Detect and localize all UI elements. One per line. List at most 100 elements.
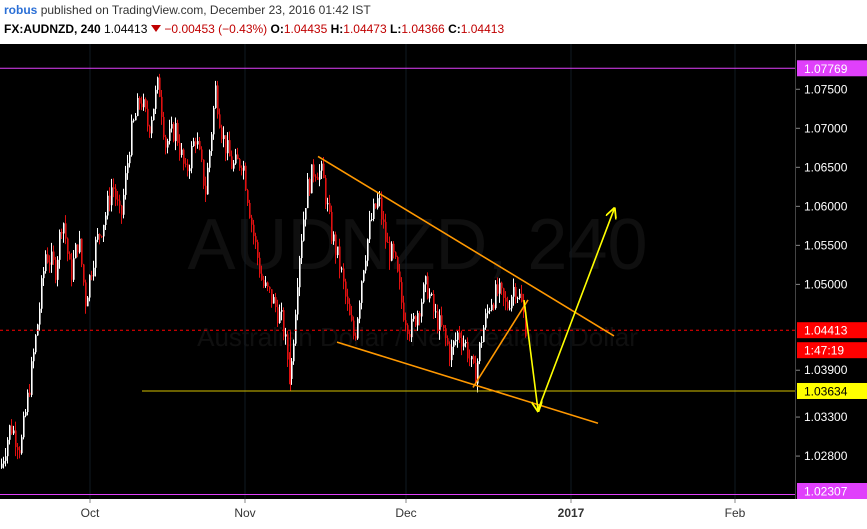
candle-body (325, 178, 327, 205)
candle-body (89, 275, 91, 298)
candle-body (395, 252, 397, 258)
candle-body (355, 335, 357, 339)
candle-body (17, 447, 19, 451)
candle-body (471, 356, 473, 360)
candle-body (461, 338, 463, 347)
candle-body (13, 430, 15, 434)
candle-body (165, 137, 167, 148)
candle-body (73, 258, 75, 280)
candle-body (319, 170, 321, 180)
candle-body (77, 244, 79, 253)
candle-body (467, 341, 469, 359)
candle-body (499, 282, 501, 294)
candle-body (453, 341, 455, 347)
candle-body (505, 297, 507, 302)
candle-body (189, 168, 191, 172)
author-name[interactable]: robus (4, 3, 38, 17)
candle-body (459, 332, 461, 339)
candle-body (201, 149, 203, 160)
candle-body (161, 96, 163, 117)
candle-body (101, 236, 103, 238)
candle-body (111, 187, 113, 206)
time-axis[interactable]: Oct Nov Dec 2017 Feb (0, 499, 867, 529)
candle-body (129, 155, 131, 164)
candle-body (261, 273, 263, 280)
candle-body (409, 334, 411, 338)
open-label: O: (270, 22, 284, 36)
candle-body (135, 115, 137, 121)
candle-body (53, 251, 55, 260)
candle-body (137, 98, 139, 116)
candle-body (403, 302, 405, 321)
candle-body (171, 124, 173, 129)
price-label-bg-2 (797, 342, 867, 359)
candle-body (205, 185, 207, 195)
candle-body (419, 313, 421, 317)
candle-body (295, 314, 297, 344)
trendline-1 (336, 341, 599, 425)
candle-body (215, 85, 217, 108)
price-label-0: 1.07769 (804, 62, 848, 76)
candle-body (141, 103, 143, 108)
candle-body (415, 316, 417, 326)
y-tick-label-6: 1.03900 (804, 363, 848, 377)
down-triangle-icon (151, 25, 162, 32)
candle-body (179, 142, 181, 155)
candle-body (311, 164, 313, 194)
candle-body (361, 281, 363, 303)
candle-body (31, 361, 33, 395)
candle-body (197, 141, 199, 145)
candle-body (121, 205, 123, 215)
candle-body (271, 289, 273, 304)
candle-body (247, 190, 249, 203)
candle-body (279, 311, 281, 324)
candle-body (383, 219, 385, 222)
close-value: 1.04413 (460, 22, 505, 36)
candle-body (19, 450, 21, 454)
candle-body (485, 313, 487, 328)
candle-body (105, 215, 107, 225)
candle-body (477, 361, 479, 384)
candle-body (225, 135, 227, 154)
candle-body (175, 123, 177, 142)
candle-body (7, 439, 9, 457)
candle-body (59, 231, 61, 260)
candle-body (457, 332, 459, 340)
plot-area[interactable]: AUDNZD, 240 Australian Dollar / New Zeala… (0, 44, 795, 499)
candle-body (21, 437, 23, 454)
candle-body (235, 154, 237, 164)
candle-body (313, 164, 315, 177)
candle-body (159, 77, 161, 97)
candle-body (43, 271, 45, 279)
candle-body (397, 257, 399, 272)
candle-body (353, 320, 355, 336)
price-axis-labels: 1.07500 1.07000 1.06500 1.06000 1.05500 1.050… (796, 60, 867, 499)
candle-body (365, 260, 367, 271)
candle-body (127, 163, 129, 174)
candle-body (213, 107, 215, 135)
y-tick-label-0: 1.07500 (804, 82, 848, 96)
candle-body (85, 282, 87, 307)
candle-body (287, 334, 289, 360)
candle-body (331, 211, 333, 242)
candle-body (269, 286, 271, 290)
candle-body (491, 304, 493, 311)
candle-body (239, 159, 241, 168)
candle-body (87, 297, 89, 307)
candle-body (337, 246, 339, 256)
candle-body (153, 108, 155, 121)
price-axis[interactable]: 1.07500 1.07000 1.06500 1.06000 1.05500 1.050… (795, 44, 867, 499)
trendline-2 (472, 299, 529, 388)
candle-body (525, 312, 527, 337)
candle-body (149, 126, 151, 134)
candle-body (379, 197, 381, 199)
candle-body (393, 243, 395, 253)
candle-body (183, 149, 185, 164)
candle-body (407, 325, 409, 335)
candle-body (25, 412, 27, 416)
price-label-3: 1.03634 (804, 384, 848, 398)
candle-body (283, 310, 285, 337)
candle-body (203, 159, 205, 186)
candle-body (231, 156, 233, 169)
